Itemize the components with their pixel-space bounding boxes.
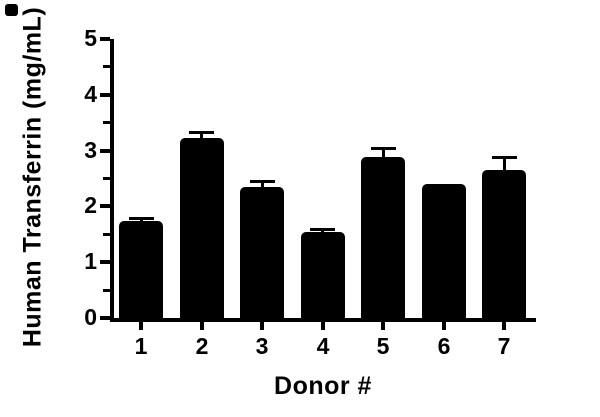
error-bar-cap-donor-4 [310,228,335,231]
y-major-tick-0 [100,316,110,320]
bar-donor-4 [301,232,345,318]
y-minor-tick-4.5 [103,65,110,68]
x-tick-4 [321,322,325,330]
y-tick-label-3: 3 [84,137,97,163]
error-bar-cap-donor-7 [492,156,517,159]
y-minor-tick-0.5 [103,289,110,292]
error-bar-cap-donor-5 [371,147,396,150]
error-bar-stem-donor-7 [503,157,506,172]
y-tick-label-1: 1 [84,248,97,274]
y-major-tick-4 [100,93,110,97]
x-axis-title: Donor # [274,372,372,400]
y-major-tick-1 [100,260,110,264]
y-tick-label-5: 5 [84,25,97,51]
y-tick-label-2: 2 [84,192,97,218]
x-axis-line [110,318,536,322]
x-tick-1 [139,322,143,330]
y-tick-label-0: 0 [84,304,97,330]
error-bar-cap-donor-1 [129,217,154,220]
bar-donor-5 [361,157,405,318]
y-tick-label-4: 4 [84,81,97,107]
x-tick-label-1: 1 [134,333,148,359]
error-bar-stem-donor-5 [382,149,385,160]
x-tick-3 [260,322,264,330]
y-major-tick-3 [100,149,110,153]
y-minor-tick-3.5 [103,121,110,124]
bar-donor-2 [180,138,224,318]
y-minor-tick-1.5 [103,233,110,236]
y-axis-line [110,39,114,322]
x-tick-label-2: 2 [195,333,209,359]
error-bar-cap-donor-3 [250,180,275,183]
y-major-tick-5 [100,37,110,41]
x-tick-2 [200,322,204,330]
bar-donor-3 [240,187,284,318]
x-tick-6 [442,322,446,330]
x-tick-label-3: 3 [255,333,269,359]
bar-donor-7 [482,170,526,318]
corner-mark [5,4,18,16]
x-tick-label-6: 6 [437,333,451,359]
error-bar-stem-donor-2 [200,133,203,142]
error-bar-stem-donor-3 [261,181,264,190]
bar-donor-1 [119,221,163,318]
y-major-tick-2 [100,204,110,208]
y-minor-tick-2.5 [103,177,110,180]
x-tick-7 [502,322,506,330]
bar-donor-6 [422,184,466,318]
x-tick-5 [381,322,385,330]
x-tick-label-7: 7 [497,333,511,359]
x-tick-label-5: 5 [376,333,390,359]
x-tick-label-4: 4 [316,333,330,359]
error-bar-cap-donor-2 [189,131,214,134]
